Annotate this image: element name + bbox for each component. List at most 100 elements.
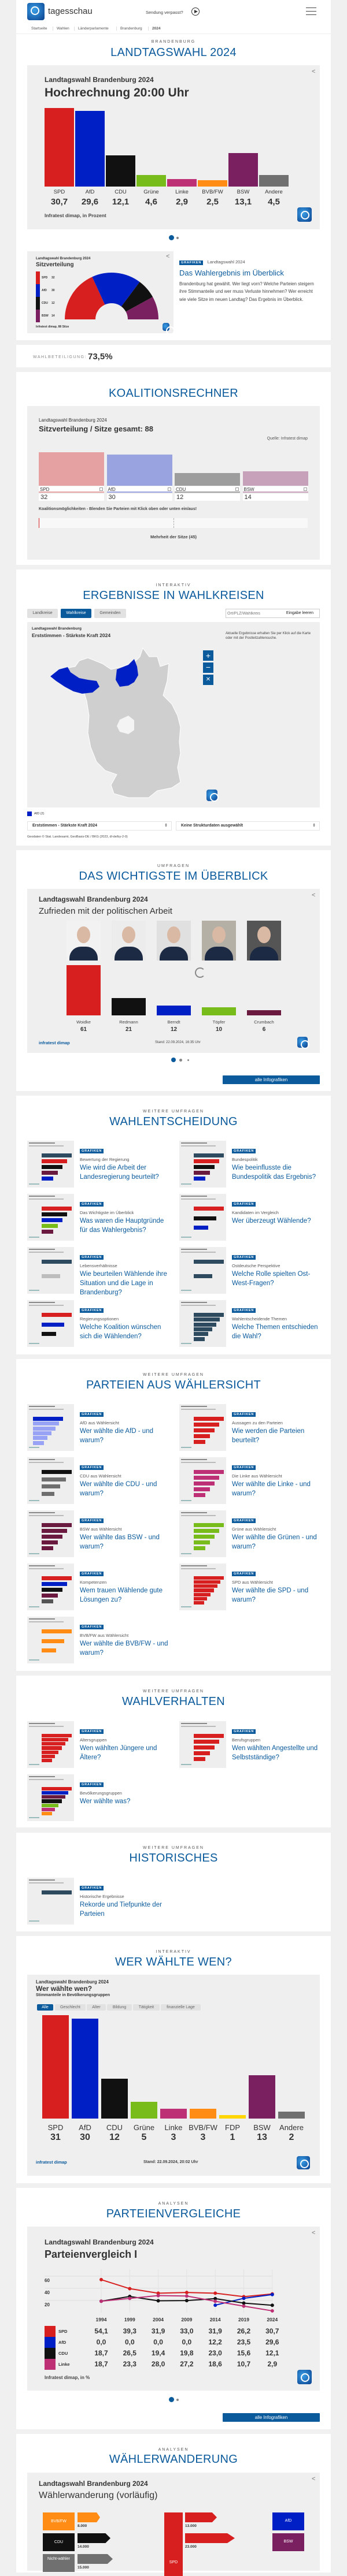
article-thumbnail[interactable] [27, 1878, 74, 1924]
checkbox-icon[interactable] [167, 487, 171, 491]
teaser-title[interactable]: Welche Rolle spielten Ost-West-Fragen? [232, 1271, 311, 1287]
article-thumbnail[interactable] [27, 1404, 74, 1451]
breadcrumb-item[interactable]: Wahlen [53, 27, 69, 31]
article-thumbnail[interactable] [179, 1141, 226, 1188]
tab-wahlkreise[interactable]: Wahlkreise [61, 609, 91, 618]
article-thumbnail[interactable] [179, 1194, 226, 1241]
tab-alter[interactable]: Alter [87, 2004, 106, 2011]
article-teaser[interactable]: GRAFIKEN Kandidaten im Vergleich Wer überz… [179, 1194, 324, 1241]
article-teaser[interactable]: GRAFIKEN Die Linke aus Wählersicht Wer wäh… [179, 1457, 324, 1504]
article-thumbnail[interactable] [27, 1774, 74, 1821]
article-thumbnail[interactable] [27, 1617, 74, 1663]
teaser-title[interactable]: Welche Koalition wünschen sich die Wähle… [80, 1324, 161, 1340]
teaser-title[interactable]: Wie wird die Arbeit der Landesregierung … [80, 1164, 159, 1181]
play-icon[interactable] [191, 8, 200, 16]
seats-chart[interactable]: < Landtagswahl Brandenburg 2024 Sitzvert… [27, 251, 175, 335]
tab-tätigkeit[interactable]: Tätigkeit [133, 2004, 160, 2011]
share-icon[interactable]: < [312, 2476, 316, 2482]
tab-finanzielle-lage[interactable]: finanzielle Lage [161, 2004, 201, 2011]
article-teaser[interactable]: GRAFIKEN AfD aus Wählersicht Wer wählte di… [27, 1404, 172, 1451]
carousel-dot-active[interactable] [169, 2397, 174, 2402]
tab-geschlecht[interactable]: Geschlecht [55, 2004, 86, 2011]
map-region-afd[interactable] [50, 667, 99, 694]
map-region-afd[interactable] [116, 659, 138, 687]
checkbox-icon[interactable] [235, 487, 239, 491]
teaser-title[interactable]: Wer wählte die BVB/FW - und warum? [80, 1640, 168, 1656]
article-teaser[interactable]: GRAFIKEN Regierungsoptionen Welche Koaliti… [27, 1300, 172, 1347]
teaser-title[interactable]: Wer wählte die AfD - und warum? [80, 1428, 153, 1444]
teaser-title[interactable]: Wer wählte die CDU - und warum? [80, 1481, 157, 1497]
all-infographics-button[interactable]: alle Infografiken [223, 1075, 320, 1084]
structure-data-select[interactable]: Keine Strukturdaten ausgewählt ⇕ [176, 821, 320, 831]
clear-input-button[interactable]: Eingabe leeren [286, 611, 313, 615]
share-icon[interactable]: < [312, 892, 316, 899]
share-icon[interactable]: < [312, 68, 316, 75]
article-teaser[interactable]: GRAFIKEN Altersgruppen Wen wählten Jüngere… [27, 1721, 172, 1768]
article-thumbnail[interactable] [27, 1457, 74, 1504]
article-teaser[interactable]: GRAFIKEN Wahlentscheidende Themen Welche T… [179, 1300, 324, 1347]
article-thumbnail[interactable] [27, 1721, 74, 1768]
article-thumbnail[interactable] [27, 1300, 74, 1347]
reset-zoom-icon[interactable]: ✕ [203, 675, 213, 685]
article-thumbnail[interactable] [27, 1247, 74, 1294]
tab-landkreise[interactable]: Landkreise [27, 609, 58, 618]
carousel-dot[interactable] [179, 1059, 182, 1062]
sendung-verpasst-link[interactable]: Sendung verpasst? [146, 10, 183, 15]
article-teaser[interactable]: GRAFIKEN Bundespolitik Wie beeinflusste di… [179, 1141, 324, 1188]
seat-bar-afd[interactable] [106, 455, 172, 486]
carousel-dot[interactable] [176, 2399, 179, 2401]
party-toggle[interactable]: AfD [106, 486, 172, 493]
teaser-title[interactable]: Das Wahlergebnis im Überblick [179, 269, 284, 277]
party-toggle[interactable]: CDU [175, 486, 240, 493]
brand-name[interactable]: tagesschau [48, 6, 93, 16]
article-teaser[interactable]: GRAFIKEN Kompetenzen Wem trauen Wählende g… [27, 1564, 172, 1610]
share-icon[interactable]: < [166, 253, 170, 260]
article-teaser[interactable]: GRAFIKEN SPD aus Wählersicht Wer wählte di… [179, 1564, 324, 1610]
tab-bildung[interactable]: Bildung [107, 2004, 132, 2011]
article-thumbnail[interactable] [179, 1457, 226, 1504]
tab-gemeinden[interactable]: Gemeinden [94, 609, 126, 618]
brandenburg-map[interactable] [47, 646, 204, 802]
party-toggle[interactable]: BSW [242, 486, 308, 493]
article-teaser[interactable]: GRAFIKEN Lebensverhältnisse Wie beurteilen… [27, 1247, 172, 1296]
article-teaser[interactable]: GRAFIKEN Aussagen zu den Parteien Wie werd… [179, 1404, 324, 1451]
article-thumbnail[interactable] [179, 1247, 226, 1294]
tagesschau-logo-icon[interactable] [27, 3, 45, 20]
seat-bar-spd[interactable] [39, 452, 104, 486]
carousel-dot-active[interactable] [169, 235, 174, 240]
teaser-title[interactable]: Welche Themen entschieden die Wahl? [232, 1324, 318, 1340]
teaser-title[interactable]: Wie werden die Parteien beurteilt? [232, 1428, 305, 1444]
article-teaser[interactable]: GRAFIKEN Berufsgruppen Wen wählten Angeste… [179, 1721, 324, 1768]
teaser-title[interactable]: Wer wählte die Linke - und warum? [232, 1481, 311, 1497]
article-teaser[interactable]: GRAFIKEN BVB/FW aus Wählersicht Wer wählte… [27, 1617, 172, 1663]
teaser-title[interactable]: Wem trauen Wählende gute Lösungen zu? [80, 1587, 163, 1603]
teaser-title[interactable]: Wer wählte das BSW - und warum? [80, 1534, 160, 1550]
article-teaser[interactable]: GRAFIKEN Bewertung der Regierung Wie wird … [27, 1141, 172, 1188]
article-teaser[interactable]: GRAFIKEN Historische Ergebnisse Rekorde un… [27, 1878, 172, 1924]
article-thumbnail[interactable] [179, 1510, 226, 1557]
teaser[interactable]: GRAFIKEN Landtagswahl 2024 Das Wahlergeb… [179, 256, 315, 303]
article-teaser[interactable]: GRAFIKEN Das Wichtigste im Überblick Was w… [27, 1194, 172, 1241]
teaser-title[interactable]: Wer überzeugt Wählende? [232, 1218, 311, 1224]
carousel-dot[interactable] [187, 1059, 189, 1061]
article-thumbnail[interactable] [27, 1510, 74, 1557]
article-thumbnail[interactable] [27, 1141, 74, 1188]
checkbox-icon[interactable] [99, 487, 103, 491]
teaser-title[interactable]: Wer wählte was? [80, 1798, 131, 1805]
teaser-title[interactable]: Wen wählten Jüngere und Ältere? [80, 1745, 157, 1761]
seat-bar-bsw[interactable] [242, 471, 308, 486]
breadcrumb-item[interactable]: Länderparlamente [74, 27, 109, 31]
article-thumbnail[interactable] [179, 1721, 226, 1768]
tab-alle[interactable]: Alle [37, 2004, 53, 2011]
search-input[interactable] [227, 611, 282, 617]
teaser-title[interactable]: Wer wählte die Grünen - und warum? [232, 1534, 317, 1550]
menu-icon[interactable] [306, 8, 316, 15]
article-thumbnail[interactable] [27, 1564, 74, 1610]
article-teaser[interactable]: GRAFIKEN BSW aus Wählersicht Wer wählte da… [27, 1510, 172, 1557]
seat-bar-cdu[interactable] [175, 473, 240, 486]
article-teaser[interactable]: GRAFIKEN Ostdeutsche Perspektive Welche Ro… [179, 1247, 324, 1294]
article-teaser[interactable]: GRAFIKEN Bevölkerungsgruppen Wer wählte wa… [27, 1774, 172, 1821]
coalition-bar[interactable] [39, 518, 308, 528]
breadcrumb-item[interactable]: Startseite [31, 27, 47, 31]
checkbox-icon[interactable] [303, 487, 307, 491]
